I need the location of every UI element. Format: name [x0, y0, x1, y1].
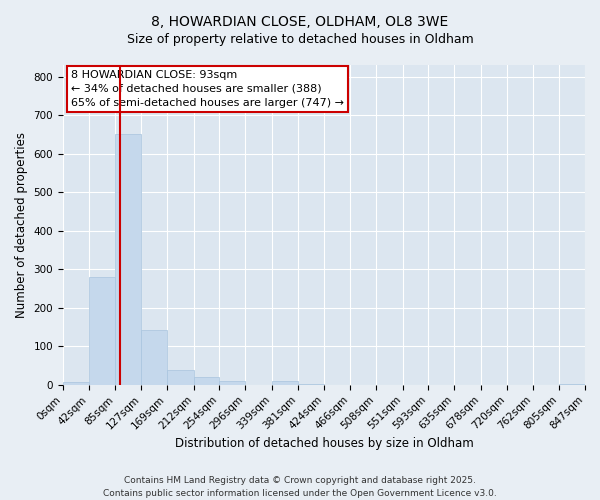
Bar	[559, 384, 585, 385]
Bar	[194, 377, 220, 385]
Text: Size of property relative to detached houses in Oldham: Size of property relative to detached ho…	[127, 32, 473, 46]
Bar	[141, 330, 167, 385]
Bar	[115, 134, 141, 385]
Bar	[272, 381, 298, 385]
Bar	[63, 382, 89, 385]
Text: 8, HOWARDIAN CLOSE, OLDHAM, OL8 3WE: 8, HOWARDIAN CLOSE, OLDHAM, OL8 3WE	[151, 15, 449, 29]
Y-axis label: Number of detached properties: Number of detached properties	[15, 132, 28, 318]
Bar	[89, 277, 115, 385]
X-axis label: Distribution of detached houses by size in Oldham: Distribution of detached houses by size …	[175, 437, 473, 450]
Bar	[167, 370, 194, 385]
Bar	[298, 384, 324, 385]
Bar	[220, 381, 245, 385]
Text: Contains HM Land Registry data © Crown copyright and database right 2025.
Contai: Contains HM Land Registry data © Crown c…	[103, 476, 497, 498]
Text: 8 HOWARDIAN CLOSE: 93sqm
← 34% of detached houses are smaller (388)
65% of semi-: 8 HOWARDIAN CLOSE: 93sqm ← 34% of detach…	[71, 70, 344, 108]
